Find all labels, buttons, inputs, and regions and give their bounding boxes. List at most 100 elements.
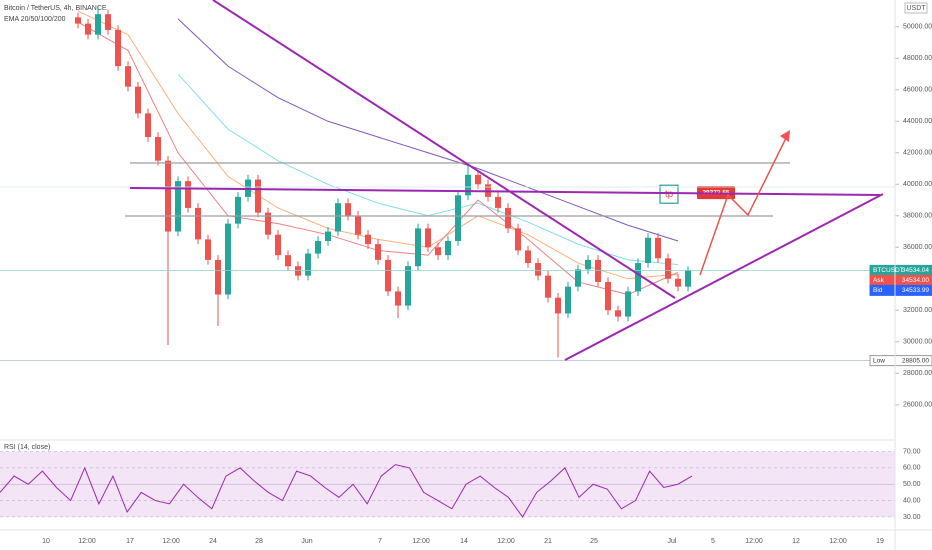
rsi-tick-label: 60.00: [903, 465, 921, 472]
marker-name: BTCUSDT: [873, 267, 904, 274]
horizontal-trend: [129, 187, 881, 196]
y-tick-label: 44000.00: [903, 118, 932, 125]
candle-body: [565, 286, 571, 314]
x-tick-label: 25: [590, 538, 598, 545]
candle-body: [465, 174, 471, 196]
candle-body: [175, 181, 181, 232]
rsi-tick-label: 70.00: [903, 448, 921, 455]
candle-body: [525, 250, 531, 264]
candle-body: [265, 212, 271, 235]
candle-body: [685, 270, 691, 287]
candle-body: [285, 255, 291, 267]
candle-body: [635, 263, 641, 292]
y-tick-label: 46000.00: [903, 87, 932, 94]
candle-body: [665, 258, 671, 279]
marker-name: Low: [873, 357, 885, 364]
candle-body: [645, 237, 651, 264]
candle-body: [655, 237, 661, 259]
candle-body: [85, 23, 91, 35]
candle-body: [405, 266, 411, 306]
tp-label: tp: [665, 189, 674, 200]
currency: USDT: [906, 5, 926, 12]
price-marker: [869, 355, 932, 367]
candle-body: [545, 275, 551, 298]
y-tick-label: 28000.00: [903, 370, 932, 377]
candle-body: [515, 228, 521, 251]
candle-body: [615, 310, 621, 317]
x-tick-label: 14: [460, 538, 468, 545]
x-tick-label: 17: [126, 538, 134, 545]
x-tick-label: Jul: [668, 538, 677, 545]
marker-value: 34534.00: [902, 277, 929, 284]
y-tick-label: 40000.00: [903, 181, 932, 188]
candle-body: [75, 17, 81, 24]
rsi-tick-label: 30.00: [903, 514, 921, 521]
y-tick-label: 26000.00: [903, 402, 932, 409]
x-tick-label: 24: [209, 538, 217, 545]
rsi-label: RSI (14, close): [4, 444, 50, 451]
candle-body: [225, 223, 231, 295]
candle-body: [365, 234, 371, 245]
candle-body: [585, 259, 591, 270]
x-tick-label: 12:00: [162, 538, 180, 545]
candle-body: [115, 29, 121, 67]
candle-body: [165, 160, 171, 232]
candle-body: [445, 240, 451, 256]
candle-body: [215, 259, 221, 295]
x-tick-label: 7: [378, 538, 382, 545]
x-tick-label: 12: [792, 538, 800, 545]
candle-body: [355, 215, 361, 235]
candle-body: [375, 244, 381, 260]
candle-body: [555, 297, 561, 314]
y-tick-label: 30000.00: [903, 339, 932, 346]
x-tick-label: 5: [711, 538, 715, 545]
y-tick-label: 50000.00: [903, 24, 932, 31]
marker-value: 34533.99: [902, 287, 929, 294]
candle-body: [495, 196, 501, 208]
chart-title: Bitcoin / TetherUS, 4h, BINANCE: [4, 5, 107, 12]
candle-body: [295, 266, 301, 276]
currency-box[interactable]: [904, 2, 928, 14]
candle-body: [345, 203, 351, 216]
tp-box: [659, 184, 679, 204]
projection-arrow: [699, 135, 788, 276]
candle-body: [335, 203, 341, 232]
candle-body: [415, 228, 421, 267]
candle-body: [135, 86, 141, 114]
candle-body: [595, 259, 601, 282]
candle-body: [155, 137, 161, 161]
candle-body: [535, 263, 541, 276]
arrow-head: [780, 130, 790, 142]
candle-body: [395, 291, 401, 306]
rsi-tick-label: 50.00: [903, 481, 921, 488]
x-tick-label: 21: [544, 538, 552, 545]
candle-body: [315, 240, 321, 254]
x-tick-label: 19: [876, 538, 884, 545]
candle-body: [305, 253, 311, 276]
candle-body: [145, 113, 151, 138]
x-tick-label: 12:00: [745, 538, 763, 545]
rsi-tick-label: 40.00: [903, 497, 921, 504]
candle-body: [675, 278, 681, 287]
candle-body: [455, 195, 461, 241]
indicator-label: EMA 20/50/100/200: [4, 16, 66, 23]
candle-body: [605, 281, 611, 311]
marker-value: 28805.00: [902, 357, 929, 364]
down-trend: [212, 0, 676, 299]
price-marker: [869, 284, 932, 296]
candle-body: [475, 174, 481, 185]
candle-body: [385, 259, 391, 292]
x-tick-label: 12:00: [78, 538, 96, 545]
candle-body: [195, 207, 201, 240]
x-tick-label: 12:00: [829, 538, 847, 545]
rsi-line: [0, 464, 693, 518]
candle-body: [185, 181, 191, 208]
x-tick-label: 10: [42, 538, 50, 545]
marker-name: Ask: [873, 277, 885, 284]
y-tick-label: 32000.00: [903, 307, 932, 314]
y-tick-label: 48000.00: [903, 55, 932, 62]
candle-body: [505, 207, 511, 229]
candle-body: [125, 66, 131, 87]
